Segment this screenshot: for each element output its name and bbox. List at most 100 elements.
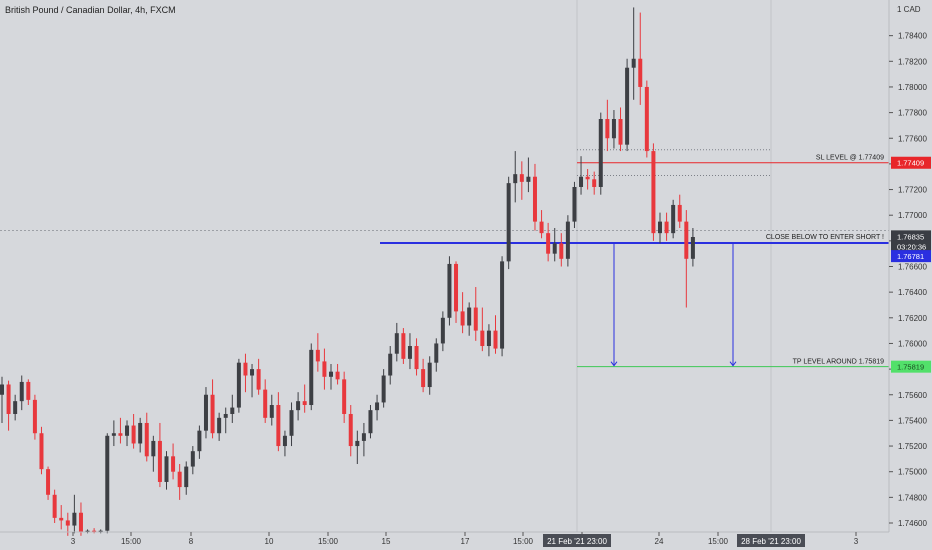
candle bbox=[342, 371, 347, 423]
candle bbox=[559, 233, 564, 267]
candle-body bbox=[329, 371, 333, 377]
tp-price-tag-bg bbox=[891, 360, 931, 373]
last-close-tag: 1.76835 bbox=[897, 232, 924, 241]
candle-body bbox=[585, 176, 590, 180]
candle-body bbox=[677, 204, 682, 222]
target-arrow-head bbox=[729, 361, 737, 367]
time-tick-label: 15:00 bbox=[318, 537, 339, 546]
price-tick-label: 1.76600 bbox=[898, 263, 927, 272]
candle bbox=[157, 422, 162, 488]
candle bbox=[506, 176, 511, 270]
candle-body bbox=[26, 381, 31, 400]
candle bbox=[532, 163, 537, 231]
candle bbox=[388, 346, 393, 385]
price-tick-label: 1.77800 bbox=[898, 109, 927, 118]
candle bbox=[500, 256, 505, 357]
price-axis-unit: 1 CAD bbox=[897, 5, 921, 14]
candle bbox=[335, 363, 340, 385]
candle bbox=[611, 110, 616, 149]
candle-body bbox=[223, 413, 228, 418]
candle-body bbox=[559, 243, 564, 259]
candle bbox=[427, 356, 432, 395]
candle bbox=[0, 376, 4, 423]
candle bbox=[329, 363, 333, 390]
candle-body bbox=[427, 362, 432, 388]
time-tick-label: 17 bbox=[461, 537, 470, 546]
time-highlight-label: 21 Feb '21 23:00 bbox=[547, 537, 607, 546]
candle bbox=[78, 502, 83, 536]
candle-body bbox=[565, 221, 570, 259]
candle-body bbox=[421, 369, 426, 388]
price-tick-label: 1.75000 bbox=[898, 468, 927, 477]
price-tick-label: 1.76000 bbox=[898, 339, 927, 348]
candle bbox=[486, 324, 491, 357]
candle-body bbox=[177, 471, 182, 488]
price-tick-label: 1.75200 bbox=[898, 442, 927, 451]
price-tick-label: 1.77000 bbox=[898, 211, 927, 220]
candle-body bbox=[98, 530, 103, 532]
candle-body bbox=[46, 469, 51, 495]
candle bbox=[348, 405, 353, 457]
candle-body bbox=[276, 405, 281, 447]
candle-body bbox=[631, 58, 636, 68]
annotations-layer: SL LEVEL @ 1.77409 CLOSE BELOW TO ENTER … bbox=[766, 155, 884, 366]
candle-body bbox=[355, 440, 360, 447]
candle bbox=[658, 212, 662, 244]
candle bbox=[217, 412, 222, 441]
candle bbox=[539, 210, 544, 239]
price-tick-label: 1.78200 bbox=[898, 57, 927, 66]
candle-body bbox=[13, 401, 18, 414]
candle-body bbox=[296, 401, 301, 411]
candle-body bbox=[579, 176, 584, 187]
candle bbox=[243, 353, 248, 393]
candle-body bbox=[210, 394, 215, 434]
grid-layer bbox=[576, 0, 772, 532]
candle-body bbox=[203, 394, 208, 431]
price-tick-label: 1.77600 bbox=[898, 134, 927, 143]
candle-body bbox=[500, 261, 505, 349]
candle-body bbox=[342, 379, 347, 414]
candle-body bbox=[572, 186, 577, 222]
candle-body bbox=[552, 243, 557, 254]
candle-body bbox=[125, 425, 130, 436]
candle-body bbox=[658, 221, 662, 234]
price-tick-label: 1.75400 bbox=[898, 416, 927, 425]
candle bbox=[296, 392, 301, 421]
candle bbox=[546, 222, 551, 262]
time-tick-label: 3 bbox=[854, 537, 859, 546]
last-close-tag-bg bbox=[891, 230, 931, 243]
candle-body bbox=[592, 179, 597, 187]
candle bbox=[355, 430, 360, 465]
candle bbox=[111, 420, 116, 447]
candle-body bbox=[256, 369, 261, 390]
candle-body bbox=[335, 371, 340, 380]
candle-body bbox=[526, 176, 531, 182]
candle-body bbox=[243, 362, 248, 376]
levels-layer bbox=[0, 149, 889, 368]
candle bbox=[302, 384, 307, 413]
candle-body bbox=[375, 402, 380, 411]
candle bbox=[638, 12, 643, 105]
candle-body bbox=[6, 384, 11, 414]
target-arrow-head bbox=[610, 361, 618, 367]
candle bbox=[447, 256, 452, 326]
price-tick-label: 1.74800 bbox=[898, 493, 927, 502]
candle-body bbox=[39, 433, 44, 470]
candle bbox=[282, 430, 287, 457]
countdown-tag: 03:20:36 bbox=[897, 243, 926, 252]
sl-price-tag-bg bbox=[891, 156, 931, 169]
time-tick-label: 15:00 bbox=[513, 537, 534, 546]
candle-body bbox=[164, 456, 169, 482]
candle-body bbox=[269, 405, 274, 418]
candle-body bbox=[664, 221, 669, 234]
candle-body bbox=[539, 221, 544, 234]
candle bbox=[151, 435, 156, 472]
candle-body bbox=[388, 353, 393, 376]
candle bbox=[203, 387, 208, 439]
candles-layer[interactable] bbox=[0, 7, 695, 536]
candle bbox=[85, 529, 90, 534]
